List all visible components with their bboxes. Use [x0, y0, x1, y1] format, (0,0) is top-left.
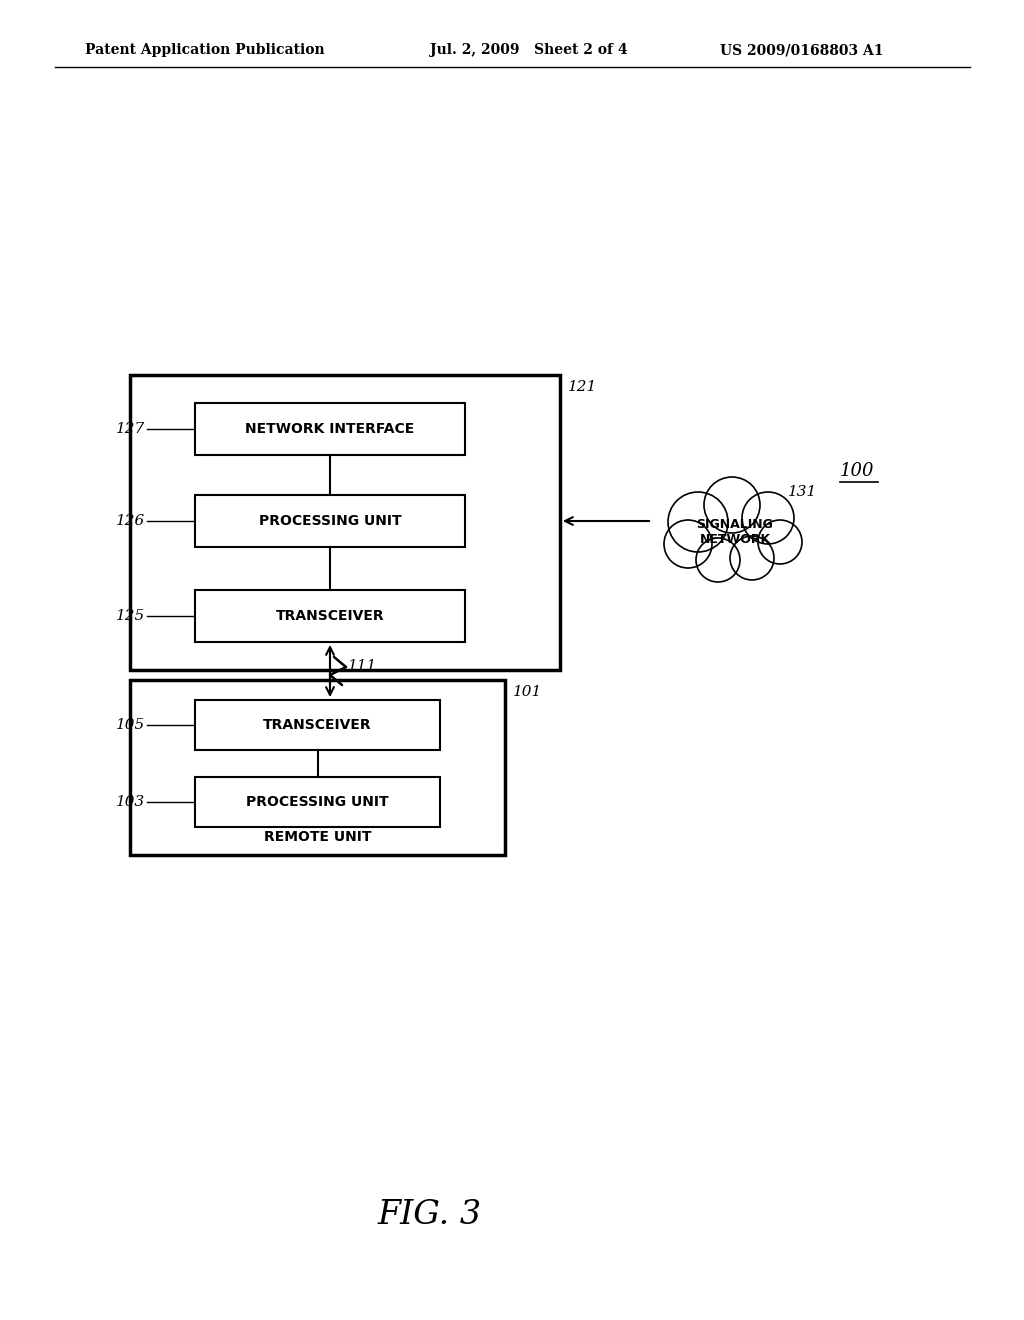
Text: PROCESSING UNIT: PROCESSING UNIT	[246, 795, 389, 809]
Text: 111: 111	[348, 659, 377, 673]
Text: 121: 121	[568, 380, 597, 393]
Bar	[195, 700, 440, 750]
Text: Jul. 2, 2009   Sheet 2 of 4: Jul. 2, 2009 Sheet 2 of 4	[430, 44, 628, 57]
Text: 131: 131	[788, 484, 817, 499]
Text: FIG. 3: FIG. 3	[378, 1199, 482, 1232]
Circle shape	[730, 536, 774, 579]
Text: 127: 127	[116, 422, 145, 436]
Bar	[130, 680, 505, 855]
Text: REMOTE UNIT: REMOTE UNIT	[264, 830, 372, 843]
Circle shape	[758, 520, 802, 564]
Circle shape	[696, 539, 740, 582]
Bar	[195, 777, 440, 828]
Text: 125: 125	[116, 609, 145, 623]
Circle shape	[705, 477, 760, 533]
Circle shape	[668, 492, 728, 552]
Text: 103: 103	[116, 795, 145, 809]
Text: TRANSCEIVER: TRANSCEIVER	[275, 609, 384, 623]
Text: 101: 101	[513, 685, 543, 700]
Text: TRANSCEIVER: TRANSCEIVER	[263, 718, 372, 733]
Text: 105: 105	[116, 718, 145, 733]
Text: NETWORK INTERFACE: NETWORK INTERFACE	[246, 422, 415, 436]
Bar	[195, 590, 465, 642]
Text: Patent Application Publication: Patent Application Publication	[85, 44, 325, 57]
Text: SIGNALING
NETWORK: SIGNALING NETWORK	[696, 517, 773, 546]
Bar	[130, 375, 560, 671]
Circle shape	[742, 492, 794, 544]
Text: PROCESSING UNIT: PROCESSING UNIT	[259, 513, 401, 528]
Bar	[195, 495, 465, 546]
Text: 100: 100	[840, 462, 874, 480]
Circle shape	[664, 520, 712, 568]
Text: US 2009/0168803 A1: US 2009/0168803 A1	[720, 44, 884, 57]
Bar	[195, 403, 465, 455]
Text: 126: 126	[116, 513, 145, 528]
